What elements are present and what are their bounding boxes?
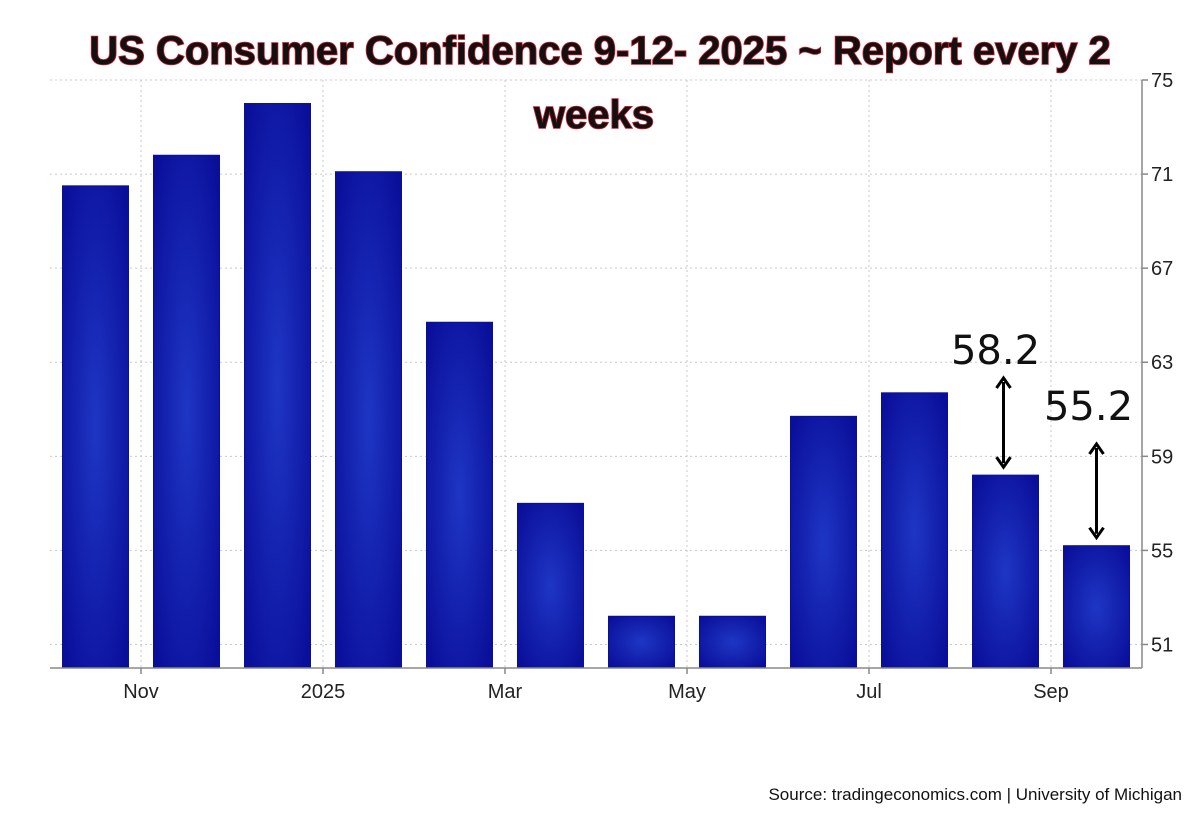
annotation-label: 58.2 — [951, 328, 1040, 374]
annotation-arrowhead-up — [1088, 441, 1105, 455]
source-note: Source: tradingeconomics.com | Universit… — [768, 785, 1182, 804]
bar — [790, 415, 857, 669]
axes: 51 55 59 63 67 71 75 Nov 2025 Mar May Jul Sep — [50, 70, 1173, 703]
bar — [426, 321, 493, 669]
y-tick-label: 55 — [1151, 540, 1173, 562]
annotations: 58.255.2 — [951, 328, 1133, 541]
bar — [699, 615, 766, 669]
x-tick-label: Nov — [123, 681, 159, 703]
bar — [881, 392, 948, 669]
annotation-arrowhead-down — [1088, 526, 1105, 541]
bar — [1063, 545, 1130, 669]
bars — [62, 103, 1130, 669]
y-tick-label: 51 — [1151, 634, 1173, 656]
annotation-arrowhead-up — [995, 375, 1012, 389]
bar — [608, 615, 675, 669]
y-tick-label: 75 — [1151, 70, 1173, 92]
bar — [517, 502, 584, 669]
bar — [153, 154, 220, 669]
y-tick-label: 59 — [1151, 446, 1173, 468]
x-tick-label: Jul — [856, 681, 882, 703]
bar — [244, 103, 311, 669]
x-tick-label: Sep — [1033, 681, 1069, 703]
x-tick-label: Mar — [488, 681, 523, 703]
grid — [50, 79, 1142, 668]
y-tick-label: 67 — [1151, 258, 1173, 280]
chart-title-line2: weeks — [533, 93, 654, 137]
chart-title-line1: US Consumer Confidence 9-12- 2025 ~ Repo… — [89, 29, 1110, 73]
annotation-arrowhead-down — [995, 456, 1012, 470]
x-tick-label: 2025 — [301, 681, 346, 703]
y-tick-label: 71 — [1151, 164, 1173, 186]
bar — [62, 185, 129, 669]
bar — [335, 171, 402, 669]
y-tick-label: 63 — [1151, 352, 1173, 374]
annotation-label: 55.2 — [1044, 384, 1133, 430]
x-tick-label: May — [668, 681, 706, 703]
bar — [972, 474, 1039, 669]
